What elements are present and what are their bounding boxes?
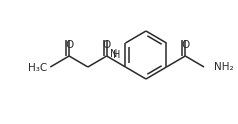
Text: N: N [110, 49, 117, 59]
Text: H₃C: H₃C [28, 63, 47, 73]
Text: O: O [103, 40, 111, 50]
Text: O: O [65, 40, 73, 50]
Text: H: H [113, 49, 121, 60]
Text: NH₂: NH₂ [214, 62, 233, 72]
Text: O: O [181, 40, 189, 50]
